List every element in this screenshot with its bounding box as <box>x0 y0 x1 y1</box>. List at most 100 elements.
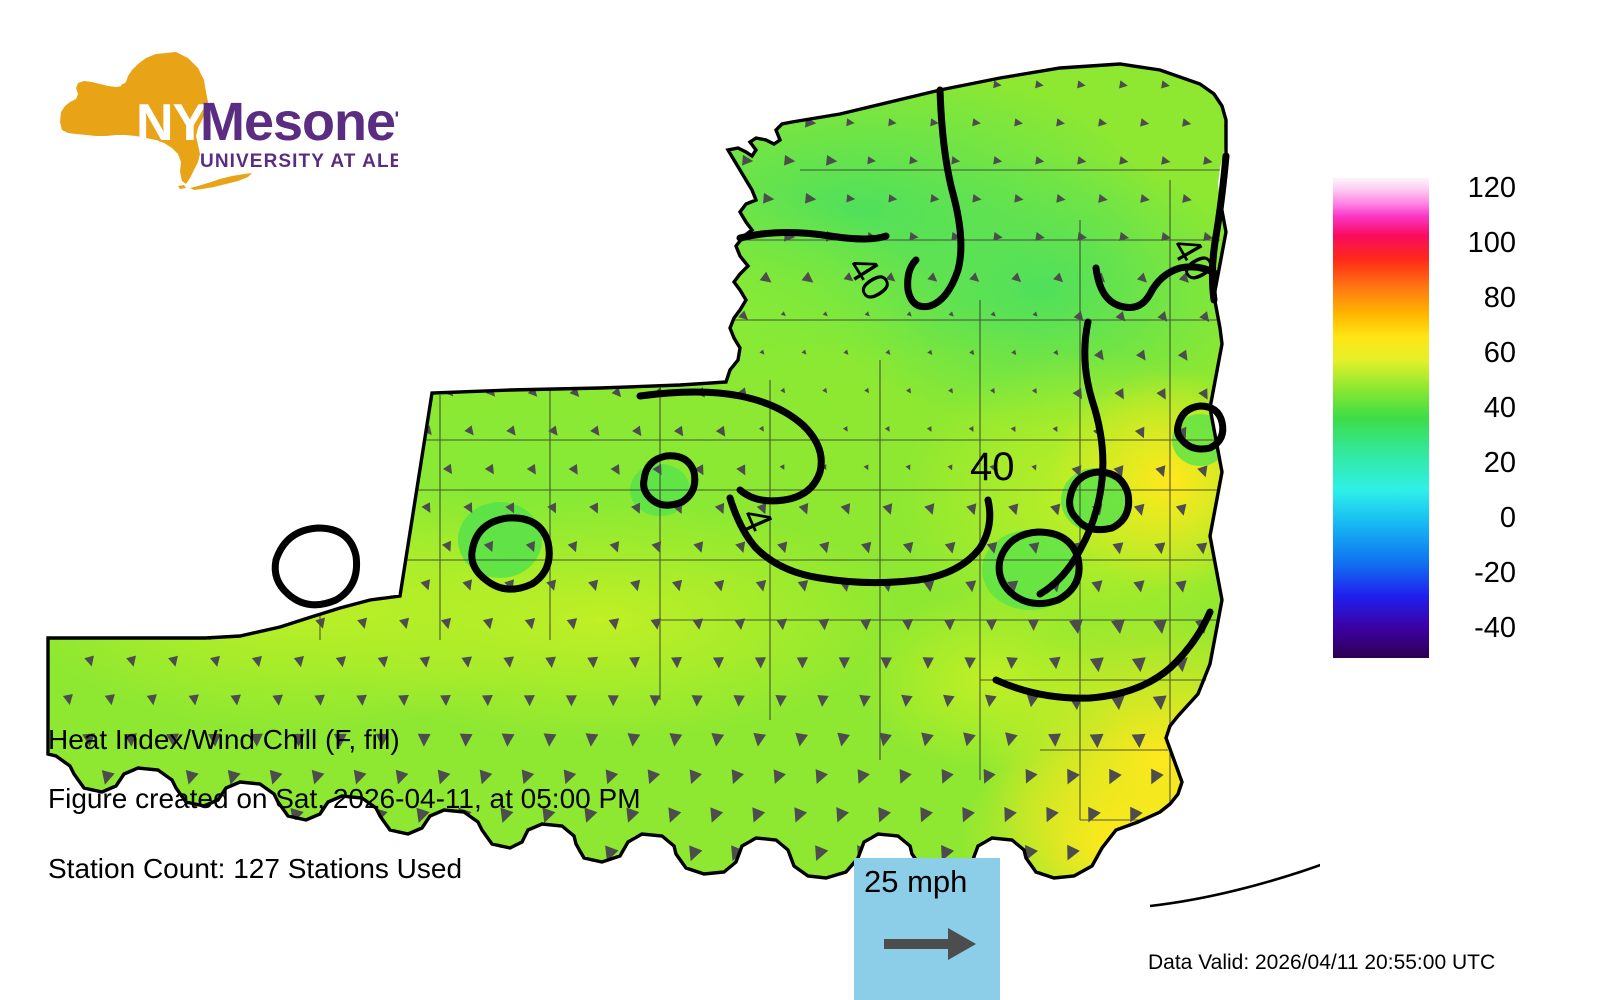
logo-graphic: NYS Mesonet UNIVERSITY AT ALBANY <box>60 52 398 190</box>
wind-arrow <box>1235 451 1253 479</box>
wind-arrow <box>288 340 310 361</box>
wind-arrow <box>225 378 247 399</box>
wind-arrow <box>1276 375 1297 402</box>
wind-arrow <box>120 491 141 515</box>
wind-arrow <box>369 263 398 286</box>
wind-arrow <box>746 864 774 878</box>
wind-arrow <box>184 528 204 554</box>
wind-arrow <box>100 231 120 241</box>
wind-arrow <box>1207 789 1226 826</box>
wind-arrow <box>747 115 775 129</box>
wind-arrow <box>561 302 583 323</box>
wind-arrow <box>227 156 245 164</box>
wind-arrow <box>643 229 670 243</box>
wind-arrow <box>727 77 754 91</box>
wind-arrow <box>60 80 76 88</box>
caption-station-count: Station Count: 127 Stations Used <box>48 853 463 884</box>
wind-arrow <box>1234 600 1253 635</box>
wind-arrow <box>1233 78 1254 90</box>
wind-arrow <box>1292 789 1320 825</box>
wind-arrow <box>412 192 439 204</box>
long-island-coastline <box>1149 863 1320 908</box>
wind-arrow <box>204 490 225 515</box>
wind-arrow <box>664 115 691 129</box>
wind-arrow <box>1250 789 1278 825</box>
wind-arrow <box>78 341 100 360</box>
wind-arrow <box>185 156 203 164</box>
wind-arrow <box>1275 300 1297 325</box>
wind-arrow <box>310 232 330 240</box>
wind-arrow <box>309 303 331 322</box>
wind-arrow <box>643 77 670 91</box>
wind-arrow <box>685 229 712 243</box>
wind-arrow <box>1236 527 1251 555</box>
wind-arrow <box>248 194 267 202</box>
wind-arrow <box>475 154 502 166</box>
wind-arrow <box>474 902 500 940</box>
wind-arrow <box>246 490 267 515</box>
wind-arrow <box>288 415 310 438</box>
wind-arrow <box>78 416 100 437</box>
wind-arrow <box>99 378 121 399</box>
wind-arrow <box>206 118 224 126</box>
wind-arrow <box>662 864 689 878</box>
wind-arrow <box>142 528 162 553</box>
wind-arrow <box>99 453 121 476</box>
wind-arrow <box>456 340 478 361</box>
wind-arrow <box>601 77 628 91</box>
wind-arrow <box>225 453 247 477</box>
wind-arrow <box>80 193 98 203</box>
wind-arrow <box>1229 903 1257 939</box>
wind-arrow <box>578 864 605 878</box>
wind-arrow <box>204 415 226 438</box>
wind-arrow <box>685 77 712 91</box>
wind-arrow <box>537 864 563 878</box>
wind-arrow <box>267 378 289 399</box>
wind-arrow <box>432 902 458 940</box>
wind-arrow <box>227 604 244 630</box>
wind-arrow <box>1233 300 1255 325</box>
wind-arrow <box>164 193 182 202</box>
wind-arrow <box>810 77 838 91</box>
colorbar-tick-0: 120 <box>1467 172 1516 204</box>
wind-arrow <box>558 902 584 940</box>
wind-arrow <box>183 378 205 399</box>
wind-arrow <box>706 115 733 129</box>
wind-arrow <box>349 78 376 90</box>
wind-arrow <box>1277 676 1294 711</box>
wind-arrow <box>599 902 626 940</box>
wind-arrow <box>269 80 287 88</box>
wind-arrow <box>475 78 502 90</box>
wind-arrow <box>433 230 460 242</box>
wind-arrow <box>267 453 289 477</box>
wind-arrow <box>372 490 393 516</box>
wind-arrow <box>309 378 331 399</box>
wind-arrow <box>1061 903 1088 939</box>
wind-arrow <box>269 156 287 164</box>
wind-arrow <box>1275 154 1298 167</box>
wind-arrow <box>1103 903 1130 939</box>
wind-arrow <box>411 263 440 286</box>
wind-arrow <box>99 304 121 321</box>
wind-arrow <box>1271 827 1299 863</box>
wind-arrow <box>80 118 98 126</box>
wind-arrow <box>57 304 79 321</box>
wind-arrow <box>622 115 649 129</box>
wind-arrow <box>454 192 481 204</box>
wind-arrow <box>580 116 607 129</box>
wind-arrow <box>519 302 541 323</box>
wind-arrow <box>223 902 248 940</box>
wind-arrow <box>1298 564 1314 593</box>
wind-arrow <box>330 415 352 438</box>
wind-arrow <box>641 902 668 940</box>
colorbar <box>1333 178 1429 658</box>
wind-arrow <box>645 302 667 323</box>
wind-arrow <box>624 339 646 362</box>
wind-arrow <box>1214 714 1226 749</box>
wind-arrow <box>517 154 544 166</box>
wind-arrow <box>540 340 562 362</box>
wind-arrow <box>246 415 268 438</box>
wind-arrow <box>393 452 414 477</box>
wind-arrow <box>1298 714 1314 748</box>
wind-arrow <box>1254 263 1277 286</box>
